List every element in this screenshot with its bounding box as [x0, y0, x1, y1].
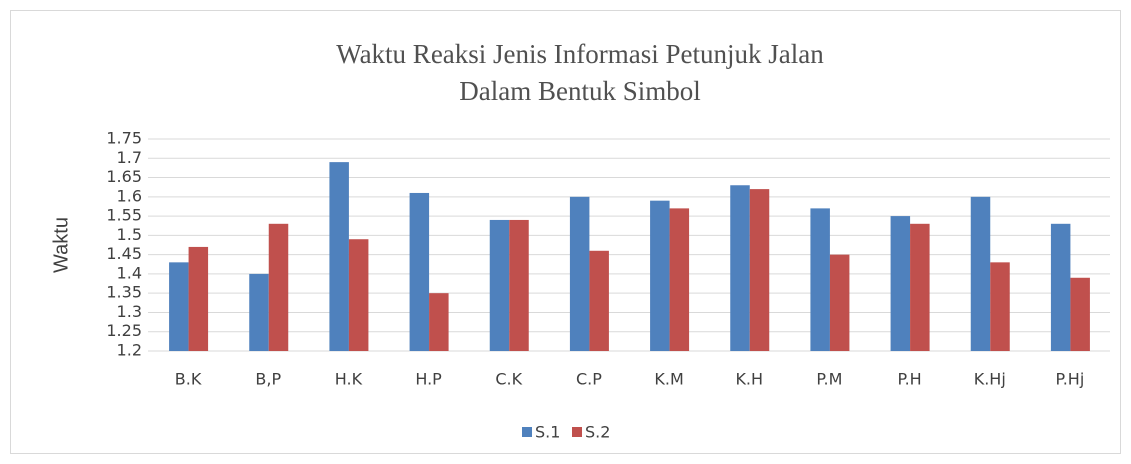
- x-tick-label: C.K: [495, 370, 522, 389]
- y-tick-label: 1.5: [117, 225, 142, 244]
- bar: [910, 223, 930, 351]
- x-tick-label: K.H: [735, 370, 763, 389]
- bar: [730, 185, 750, 351]
- x-tick-label: K.Hj: [974, 370, 1006, 389]
- y-tick-label: 1.3: [117, 302, 142, 321]
- y-tick-label: 1.65: [106, 167, 142, 186]
- bar: [970, 196, 991, 351]
- x-tick-label: P.Hj: [1056, 370, 1085, 389]
- legend-label: S.2: [585, 423, 610, 442]
- bar: [188, 246, 209, 351]
- y-tick-label: 1.4: [117, 263, 142, 282]
- bar: [829, 254, 850, 351]
- bar: [249, 273, 269, 351]
- y-tick-label: 1.35: [106, 283, 142, 302]
- bar: [409, 192, 430, 351]
- bar: [650, 200, 670, 351]
- bar: [749, 189, 770, 351]
- bar: [348, 239, 369, 351]
- y-tick-label: 1.45: [106, 244, 142, 263]
- legend-label: S.1: [535, 423, 560, 442]
- y-tick-label: 1.2: [117, 341, 142, 360]
- y-tick-label: 1.7: [117, 148, 142, 167]
- bar: [1050, 223, 1071, 351]
- y-tick-label: 1.55: [106, 206, 142, 225]
- x-tick-label: K.M: [654, 370, 683, 389]
- legend-swatch: [572, 427, 582, 437]
- bar: [669, 208, 690, 351]
- x-tick-label: C.P: [576, 370, 602, 389]
- x-tick-label: P.H: [897, 370, 921, 389]
- bar: [169, 262, 189, 351]
- x-tick-label: H.P: [415, 370, 442, 389]
- bar: [329, 162, 349, 351]
- y-axis-label: Waktu: [50, 217, 72, 273]
- bar: [268, 223, 289, 351]
- legend-swatch: [522, 427, 532, 437]
- bar: [589, 250, 609, 351]
- bar: [509, 219, 529, 351]
- x-tick-label: B.K: [175, 370, 202, 389]
- bar: [890, 216, 911, 351]
- bar: [810, 208, 830, 351]
- x-tick-label: P.M: [816, 370, 842, 389]
- x-tick-label: H.K: [335, 370, 363, 389]
- y-tick-label: 1.25: [106, 321, 142, 340]
- chart-border: [10, 10, 1121, 454]
- bar: [1070, 277, 1090, 351]
- bar: [429, 293, 449, 351]
- bar: [990, 262, 1010, 351]
- x-tick-label: B,P: [255, 370, 281, 389]
- y-tick-label: 1.6: [117, 186, 142, 205]
- bar: [569, 196, 590, 351]
- bar: [489, 219, 510, 351]
- chart-title: Dalam Bentuk Simbol: [459, 76, 700, 106]
- chart-title: Waktu Reaksi Jenis Informasi Petunjuk Ja…: [336, 39, 824, 69]
- y-tick-label: 1.75: [106, 129, 142, 148]
